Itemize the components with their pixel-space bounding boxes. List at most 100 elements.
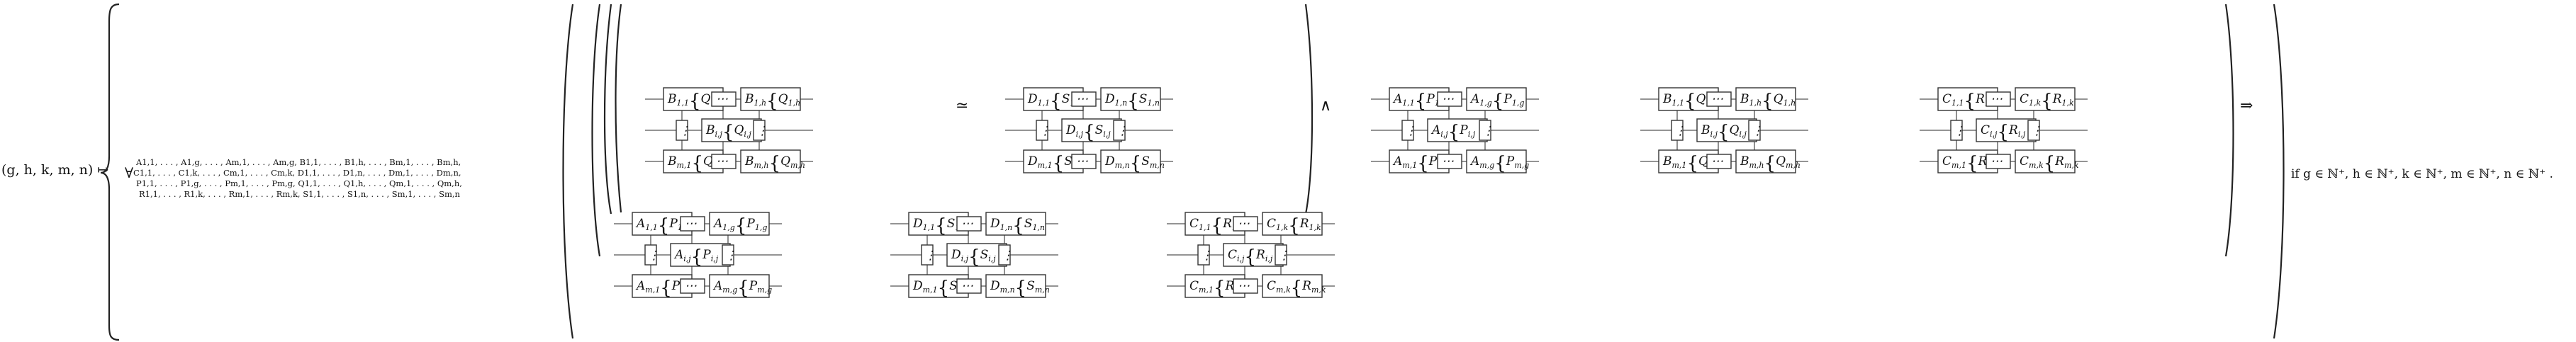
ellipsis-bot: ⋯ [1442, 154, 1454, 169]
tensor-box-mid [670, 243, 731, 267]
ellipsis-top: ⋯ [1990, 92, 2003, 106]
tensor-box-top-right [1262, 212, 1323, 236]
tensor-label-bot-right: Am,g{Pm,g [712, 278, 772, 299]
tensor-box-bot-right [1100, 149, 1161, 173]
tensor-box-top-right [1466, 87, 1527, 111]
vdots-mid-right: ⋮ [1278, 249, 1290, 263]
tensor-box-top-right [1100, 87, 1161, 111]
vdots-mid-left: ⋮ [1039, 124, 1051, 138]
inner-paren-left [591, 4, 601, 257]
small-paren-left [615, 4, 622, 213]
tensor-box-bot-right [1262, 274, 1323, 298]
outer-paren-left [562, 4, 574, 339]
vdots-box-mid-right [722, 244, 734, 266]
diagram-upper-b: B1,1{Q1,1⋯B1,h{Q1,h⋮Bi,j{Qi,j⋮Bm,1{Qm,1⋯… [645, 87, 813, 174]
tensor-box-top-right [709, 212, 770, 236]
inner-paren-right [2224, 4, 2234, 257]
tensor-label-top-left: C1,1{R1,1 [1189, 215, 1244, 236]
ellipsis-bot: ⋯ [716, 154, 728, 169]
ellipsis-bot: ⋯ [961, 279, 973, 293]
tensor-box-mid [1061, 118, 1122, 142]
ellipsis-box-top [1986, 91, 2011, 107]
tensor-label-mid: Bi,j{Qi,j [1701, 122, 1747, 143]
ellipsis-box-bot [956, 278, 982, 294]
ellipsis-top: ⋯ [1711, 92, 1723, 106]
ellipsis-box-top [1706, 91, 1732, 107]
ellipsis-bot: ⋯ [685, 279, 697, 293]
tensor-label-bot-left: Bm,1{Qm,1 [667, 153, 728, 174]
tensor-box-top-right [740, 87, 801, 111]
tensor-label-bot-right: Dm,n{Sm,n [990, 278, 1050, 299]
ellipsis-bot: ⋯ [1711, 154, 1723, 169]
tensor-label-top-right: D1,n{S1,n [990, 215, 1045, 236]
ellipsis-box-bot [1986, 154, 2011, 169]
ellipsis-box-bot [1071, 154, 1097, 169]
quantified-vars-line-2: C1,1, . . . , C1,k, . . . , Cm,1, . . . … [133, 168, 461, 178]
vdots-mid-right: ⋮ [1752, 124, 1764, 138]
tensor-box-mid [946, 243, 1007, 267]
ellipsis-box-bot [1233, 278, 1258, 294]
vdots-box-mid-right [2027, 120, 2040, 141]
tensor-label-mid: Ci,j{Ri,j [1228, 246, 1273, 268]
ellipsis-box-bot [680, 278, 705, 294]
ellipsis-top: ⋯ [961, 217, 973, 231]
vdots-box-mid-left [1950, 120, 1963, 141]
tensor-label-top-right: B1,h{Q1,h [1740, 91, 1796, 112]
vdots-box-mid-right [998, 244, 1011, 266]
forall-symbol: ∀ [125, 164, 133, 181]
tensor-box-bot-right [709, 274, 770, 298]
vdots-box-mid-left [921, 244, 934, 266]
diagram-upper-c: C1,1{R1,1⋯C1,k{R1,k⋮Ci,j{Ri,j⋮Cm,1{Rm,1⋯… [1920, 87, 2088, 174]
diagram-upper-b: B1,1{Q1,1⋯B1,h{Q1,h⋮Bi,j{Qi,j⋮Bm,1{Qm,1⋯… [1640, 87, 1808, 174]
diagram-lower-d: D1,1{S1,1⋯D1,n{S1,n⋮Di,j{Si,j⋮Dm,1{Sm,1⋯… [890, 212, 1058, 299]
vdots-mid-right: ⋮ [1482, 124, 1494, 138]
tensor-label-bot-right: Am,g{Pm,g [1469, 153, 1529, 174]
tensor-label-mid: Di,j{Si,j [1065, 122, 1111, 143]
condition-text: if g ∈ ℕ⁺, h ∈ ℕ⁺, k ∈ ℕ⁺, m ∈ ℕ⁺, n ∈ ℕ… [2291, 167, 2553, 181]
tensor-box-mid [1696, 118, 1757, 142]
vdots-box-mid-left [1197, 244, 1210, 266]
ellipsis-bot: ⋯ [1076, 154, 1088, 169]
vdots-mid-left: ⋮ [924, 249, 936, 263]
tensor-label-mid: Bi,j{Qi,j [705, 122, 751, 143]
tensor-label-top-right: A1,g{P1,g [712, 215, 767, 236]
ellipsis-box-top [680, 216, 705, 232]
ellipsis-box-top [1437, 91, 1462, 107]
ellipsis-box-top [1233, 216, 1258, 232]
quantified-vars-line-4: R1,1, . . . , R1,k, . . . , Rm,1, . . . … [139, 189, 461, 199]
tensor-box-top-right [1735, 87, 1796, 111]
outer-paren-right [2273, 4, 2285, 339]
tensor-box-bot-right [2015, 149, 2076, 173]
tensor-box-mid [1223, 243, 1284, 267]
ellipsis-box-bot [1437, 154, 1462, 169]
tensor-label-top-right: A1,g{P1,g [1469, 91, 1524, 112]
vdots-mid-left: ⋮ [679, 124, 691, 138]
diagram-upper-a: A1,1{P1,1⋯A1,g{P1,g⋮Ai,j{Pi,j⋮Am,1{Pm,1⋯… [1371, 87, 1539, 174]
quantified-vars-line-3: P1,1, . . . , P1,g, . . . , Pm,1, . . . … [136, 178, 462, 188]
ellipsis-box-bot [711, 154, 737, 169]
vdots-box-mid-left [1671, 120, 1684, 141]
tensor-label-bot-right: Bm,h{Qm,h [744, 153, 805, 174]
tensor-box-mid [1427, 118, 1488, 142]
ellipsis-top: ⋯ [716, 92, 728, 106]
vdots-mid-left: ⋮ [1674, 124, 1686, 138]
tensor-diagrams: B1,1{Q1,1⋯B1,h{Q1,h⋮Bi,j{Qi,j⋮Bm,1{Qm,1⋯… [614, 87, 2088, 299]
vdots-box-mid-right [1275, 244, 1287, 266]
tensor-label-bot-right: Dm,n{Sm,n [1104, 153, 1165, 174]
tensor-label-mid: Ci,j{Ri,j [1981, 122, 2026, 143]
ellipsis-bot: ⋯ [1238, 279, 1250, 293]
tensor-box-bot-right [1735, 149, 1796, 173]
vdots-box-mid-right [1479, 120, 1491, 141]
vdots-box-mid-right [1113, 120, 1126, 141]
diagram-lower-a: A1,1{P1,1⋯A1,g{P1,g⋮Ai,j{Pi,j⋮Am,1{Pm,1⋯… [614, 212, 782, 299]
vdots-mid-right: ⋮ [1116, 124, 1129, 138]
vdots-mid-right: ⋮ [756, 124, 768, 138]
tensor-box-top-right [985, 212, 1046, 236]
vdots-mid-left: ⋮ [648, 249, 660, 263]
formula-lhs: (g, h, k, m, n) ↦ [1, 162, 108, 178]
vdots-box-mid-right [1748, 120, 1761, 141]
vdots-mid-right: ⋮ [725, 249, 737, 263]
vdots-box-mid-left [644, 244, 657, 266]
ellipsis-top: ⋯ [1442, 92, 1454, 106]
